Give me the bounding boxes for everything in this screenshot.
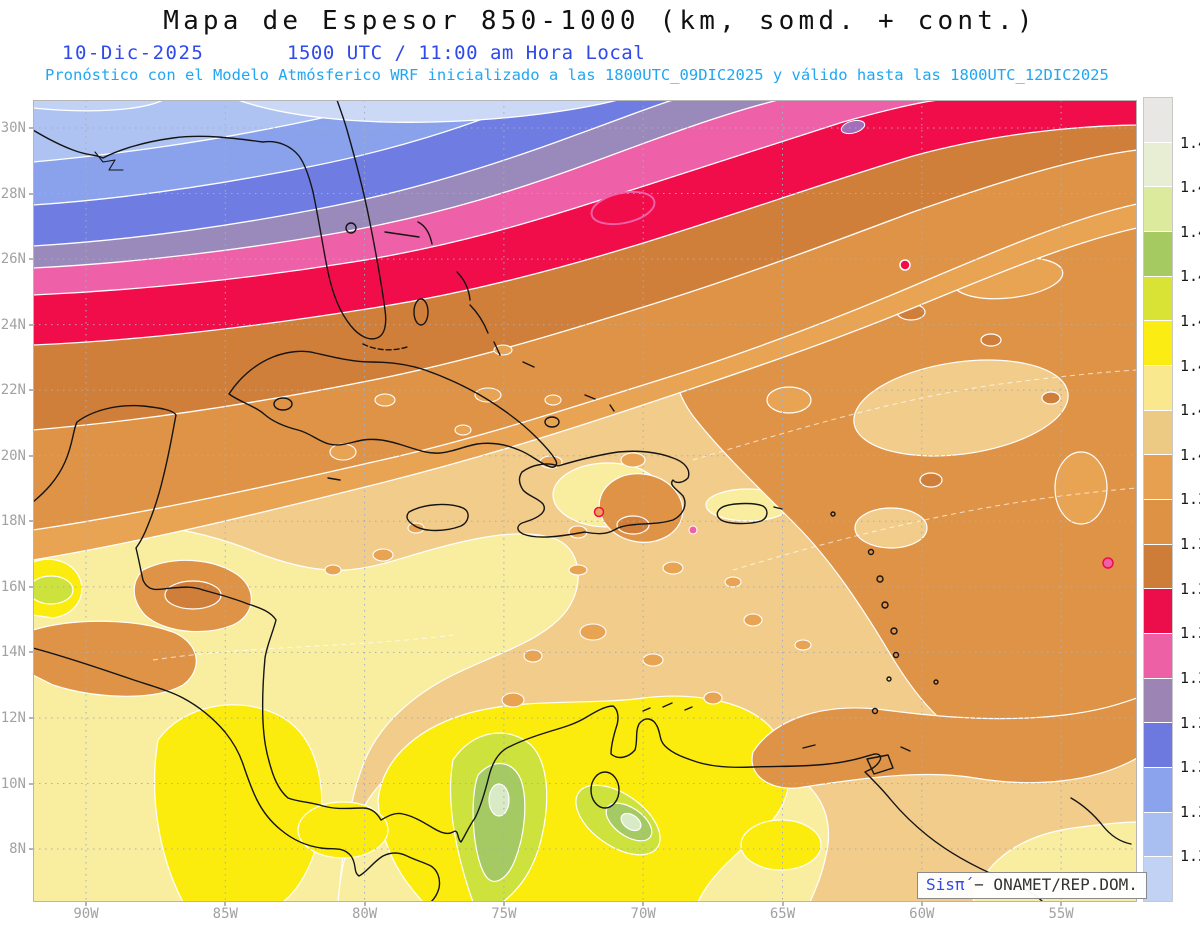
lat-label-24N: 24N	[0, 316, 26, 333]
colorbar-label-1.386: 1.386	[1180, 579, 1200, 598]
watermark-box: Sisπ́ − ONAMET/REP.DOM.	[917, 872, 1147, 899]
colorbar-label-1.356: 1.356	[1180, 802, 1200, 821]
lat-label-14N: 14N	[0, 644, 26, 661]
colorbar-segment-1	[1144, 141, 1172, 187]
colorbar-label-1.374: 1.374	[1180, 668, 1200, 687]
lon-label-80W: 80W	[351, 906, 378, 922]
colorbar-label-1.368: 1.368	[1180, 713, 1200, 732]
colorbar-label-1.398: 1.398	[1180, 490, 1200, 509]
small-contour-features	[590, 119, 1114, 569]
lat-label-16N: 16N	[0, 578, 26, 595]
colorbar-label-1.446: 1.446	[1180, 133, 1200, 152]
lat-label-12N: 12N	[0, 709, 26, 726]
colorbar-label-1.362: 1.362	[1180, 758, 1200, 777]
colorbar-segment-11	[1144, 588, 1172, 634]
lon-label-85W: 85W	[212, 906, 238, 922]
lat-tick	[29, 848, 33, 851]
lon-label-65W: 65W	[769, 906, 796, 922]
watermark-agency: − ONAMET/REP.DOM.	[964, 875, 1138, 894]
colorbar-label-1.422: 1.422	[1180, 312, 1200, 331]
colorbar	[1143, 97, 1173, 902]
colorbar-segment-16	[1144, 811, 1172, 857]
lat-tick	[29, 651, 33, 654]
lon-label-55W: 55W	[1048, 906, 1074, 922]
lon-tick	[920, 902, 923, 906]
lon-label-75W: 75W	[491, 906, 517, 922]
colorbar-segment-3	[1144, 231, 1172, 276]
colorbar-segment-15	[1144, 767, 1172, 812]
colorbar-label-1.434: 1.434	[1180, 222, 1200, 241]
map-canvas	[28, 99, 1138, 903]
intermediate-contours	[152, 369, 1138, 661]
lon-tick	[502, 902, 505, 906]
colorbar-segment-8	[1144, 454, 1172, 500]
gridlines	[33, 100, 1137, 902]
map-svg	[28, 99, 1138, 903]
lat-label-10N: 10N	[0, 775, 26, 792]
lat-label-28N: 28N	[0, 185, 26, 202]
subtitle-row: 10-Dic-2025 1500 UTC / 11:00 am Hora Loc…	[0, 42, 1200, 64]
lon-tick	[224, 902, 227, 906]
colorbar-segment-0	[1144, 98, 1172, 142]
lat-tick	[29, 454, 33, 457]
lon-label-60W: 60W	[909, 906, 935, 922]
coastlines	[32, 99, 1132, 903]
scattered-orange-blobs	[324, 344, 812, 708]
colorbar-segment-6	[1144, 365, 1172, 410]
colorbar-segment-10	[1144, 543, 1172, 589]
colorbar-label-1.392: 1.392	[1180, 535, 1200, 554]
lat-label-8N: 8N	[9, 841, 26, 858]
lon-tick	[363, 902, 366, 906]
valid-date: 10-Dic-2025	[62, 42, 205, 64]
valid-time: 1500 UTC / 11:00 am Hora Local	[287, 42, 646, 64]
lat-label-30N: 30N	[0, 120, 26, 136]
colorbar-label-1.35: 1.35	[1180, 847, 1200, 866]
colorbar-label-1.41: 1.41	[1180, 401, 1200, 420]
lat-label-26N: 26N	[0, 251, 26, 268]
forecast-run-info: Pronóstico con el Modelo Atmósferico WRF…	[45, 66, 1109, 84]
colorbar-segment-5	[1144, 320, 1172, 366]
lat-tick	[29, 520, 33, 523]
lon-tick	[1060, 902, 1063, 906]
lat-tick	[29, 585, 33, 588]
lon-label-70W: 70W	[630, 906, 656, 922]
colorbar-segment-17	[1144, 856, 1172, 902]
page-title: Mapa de Espesor 850-1000 (km, somd. + co…	[163, 6, 1037, 36]
lat-tick	[29, 258, 33, 261]
colorbar-segment-12	[1144, 633, 1172, 678]
lat-tick	[29, 192, 33, 195]
lat-tick	[29, 389, 33, 392]
lat-label-20N: 20N	[0, 447, 26, 464]
lon-tick	[781, 902, 784, 906]
colorbar-segment-13	[1144, 677, 1172, 723]
lon-label-90W: 90W	[73, 906, 99, 922]
watermark-logo: Sisπ́	[926, 875, 965, 894]
lon-tick	[85, 902, 87, 906]
lat-tick	[29, 323, 33, 326]
colorbar-label-1.416: 1.416	[1180, 356, 1200, 375]
colorbar-segment-7	[1144, 409, 1172, 455]
colorbar-segment-14	[1144, 722, 1172, 768]
colorbar-segment-4	[1144, 275, 1172, 321]
lat-label-22N: 22N	[0, 382, 26, 399]
colorbar-label-1.38: 1.38	[1180, 624, 1200, 643]
colorbar-segment-2	[1144, 186, 1172, 232]
colorbar-label-1.428: 1.428	[1180, 267, 1200, 286]
lon-tick	[642, 902, 645, 906]
colorbar-segment-9	[1144, 499, 1172, 544]
colorbar-label-1.404: 1.404	[1180, 445, 1200, 464]
north-thickness-bands	[32, 99, 1138, 561]
lat-label-18N: 18N	[0, 513, 26, 530]
lat-tick	[29, 127, 33, 129]
lat-tick	[29, 782, 33, 785]
lat-tick	[29, 716, 33, 719]
colorbar-label-1.44: 1.44	[1180, 178, 1200, 197]
